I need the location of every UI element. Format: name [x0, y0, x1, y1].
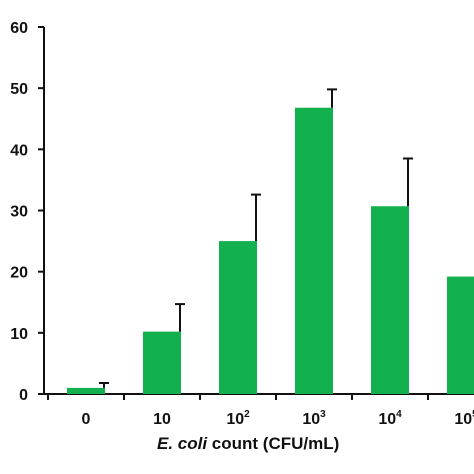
bars — [67, 107, 474, 395]
x-tick-label: 10 — [153, 411, 171, 428]
y-tick-label: 10 — [10, 326, 28, 343]
error-bars — [99, 88, 413, 388]
x-tick-label: 102 — [226, 409, 250, 428]
category-labels: 0 10 102 103 104 105 — [82, 409, 474, 428]
y-tick-label: 30 — [10, 204, 28, 221]
y-tick-label: 0 — [19, 387, 28, 404]
y-tick-label: 20 — [10, 265, 28, 282]
y-tick-label: 60 — [10, 20, 28, 37]
bar — [295, 107, 333, 395]
y-tick-label: 40 — [10, 142, 28, 159]
bar — [143, 331, 181, 394]
y-axis: 0 10 20 30 40 50 60 — [10, 20, 45, 404]
y-tick-label: 50 — [10, 81, 28, 98]
x-tick-label: 0 — [82, 411, 91, 428]
bar — [447, 276, 474, 394]
x-tick-label: 105 — [454, 409, 474, 428]
bar — [371, 206, 409, 394]
x-axis — [44, 393, 474, 400]
x-axis-label-rest: count (CFU/mL) — [207, 434, 340, 453]
bar — [219, 241, 257, 394]
x-tick-label: 103 — [302, 409, 326, 428]
x-tick-label: 104 — [378, 409, 402, 428]
bar — [67, 387, 105, 394]
x-axis-label-italic: E. coli — [157, 434, 208, 453]
